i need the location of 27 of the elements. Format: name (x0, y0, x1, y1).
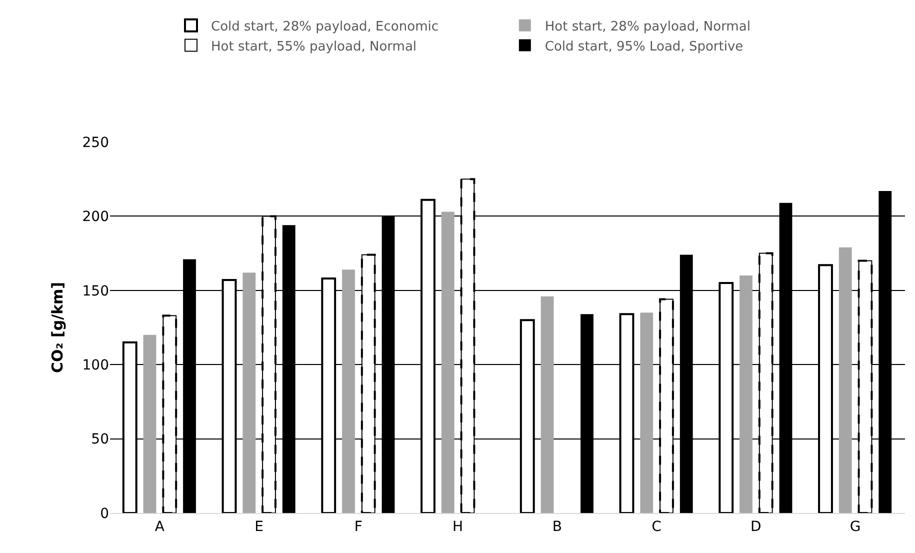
x-tick-label: C (652, 518, 662, 535)
legend-label: Hot start, 55% payload, Normal (211, 39, 417, 54)
bar (740, 276, 752, 513)
x-tick-label: H (452, 518, 464, 535)
y-tick-label: 0 (100, 506, 109, 522)
y-tick-label: 200 (82, 209, 109, 226)
y-tick-label: 150 (82, 283, 109, 300)
y-axis-title: CO₂ [g/km] (48, 282, 67, 374)
x-tick-label: D (750, 518, 762, 535)
bar (838, 247, 852, 513)
bar (540, 296, 554, 513)
legend-label: Cold start, 28% payload, Economic (211, 19, 438, 34)
x-tick-label: G (850, 518, 861, 535)
y-tick-label: 50 (91, 432, 109, 448)
y-tick-label: 100 (82, 358, 109, 374)
x-tick-label: A (154, 518, 165, 535)
x-tick-label: B (552, 518, 562, 535)
bar (143, 334, 156, 513)
legend-label: Cold start, 95% Load, Sportive (544, 39, 744, 54)
bar (441, 212, 454, 513)
x-tick-label: F (354, 518, 362, 535)
bar (242, 272, 256, 513)
x-tick-label: E (254, 518, 264, 535)
bar (640, 312, 654, 513)
legend-label: Hot start, 28% payload, Normal (544, 19, 750, 34)
y-tick-label: 250 (82, 134, 109, 151)
bar (342, 270, 355, 513)
